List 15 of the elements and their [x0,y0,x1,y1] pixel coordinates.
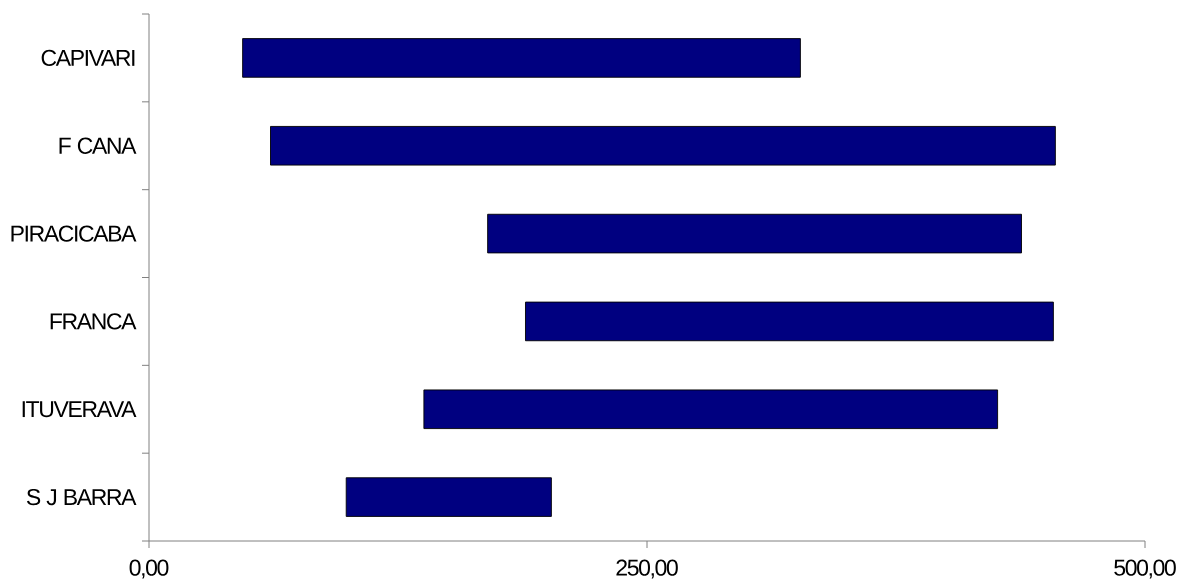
bar [270,125,1056,166]
x-tick-label: 250,00 [616,559,678,579]
bar [242,38,801,78]
y-tick-label: FRANCA [50,313,137,330]
y-tick-label: CAPIVARI [41,49,135,67]
bar [487,213,1022,254]
bar [345,477,552,517]
y-tick-label: ITUVERAVA [22,401,137,418]
x-tick-label: 0,00 [129,559,169,579]
y-tick-label: S J BARRA [26,488,137,506]
y-tick-label: PIRACICABA [11,225,137,242]
bar [423,389,999,430]
bar [525,301,1054,342]
y-tick-label: F CANA [59,137,137,154]
x-tick-label: 500,00 [1114,559,1176,579]
